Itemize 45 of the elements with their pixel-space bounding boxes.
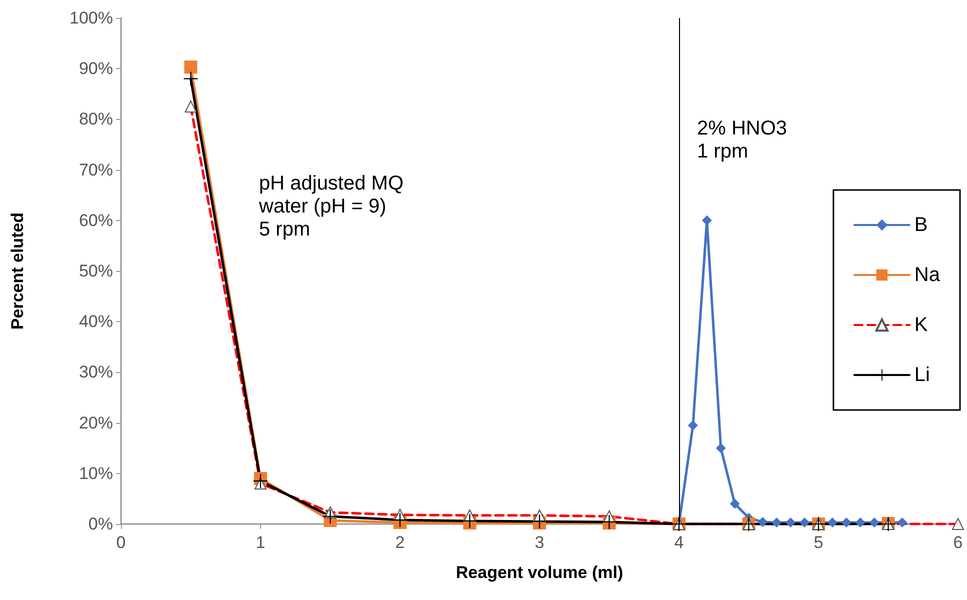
y-tick-label: 50% <box>78 262 113 280</box>
point <box>254 474 268 488</box>
annotation: 2% HNO3 1 rpm <box>697 118 788 162</box>
y-tick-label: 40% <box>78 312 113 332</box>
point <box>800 517 810 528</box>
x-tick-label: 5 <box>814 533 824 552</box>
x-axis-title: Reagent volume (ml) <box>456 563 624 582</box>
y-tick-label: 10% <box>78 464 113 483</box>
point <box>184 72 198 86</box>
point <box>323 509 338 524</box>
point <box>841 517 852 528</box>
point <box>462 514 477 528</box>
y-tick-label: 100% <box>70 8 113 28</box>
y-tick-label: 90% <box>78 59 113 78</box>
y-tick-label: 70% <box>78 160 113 180</box>
point <box>702 215 712 226</box>
x-tick-label: 4 <box>674 533 684 552</box>
annotation: pH adjusted MQ water (pH = 9) 5 rpm <box>258 172 404 240</box>
legend-label: K <box>914 314 928 336</box>
point <box>758 516 768 527</box>
point <box>827 517 838 528</box>
point <box>855 517 866 528</box>
legend-label: B <box>914 214 928 236</box>
y-tick-label: 20% <box>78 413 113 432</box>
x-tick-label: 1 <box>256 533 266 552</box>
x-tick-label: 2 <box>395 533 405 552</box>
x-tick-label: 0 <box>116 533 126 552</box>
y-tick-label: 60% <box>78 210 113 230</box>
legend-label: Li <box>914 364 930 386</box>
y-tick-label: 30% <box>78 362 113 382</box>
point <box>730 498 740 509</box>
y-axis-title: Percent eluted <box>8 212 27 330</box>
legend-label: Na <box>914 264 941 286</box>
point <box>786 517 796 528</box>
point <box>688 420 698 430</box>
y-tick-label: 80% <box>78 110 113 129</box>
point <box>897 517 908 528</box>
point <box>772 517 782 528</box>
point <box>393 512 407 527</box>
x-tick-label: 3 <box>534 533 544 552</box>
point <box>716 443 726 454</box>
y-tick-label: 0% <box>88 514 113 534</box>
point <box>184 60 198 74</box>
x-tick-label: 6 <box>953 533 963 552</box>
point <box>869 517 880 528</box>
